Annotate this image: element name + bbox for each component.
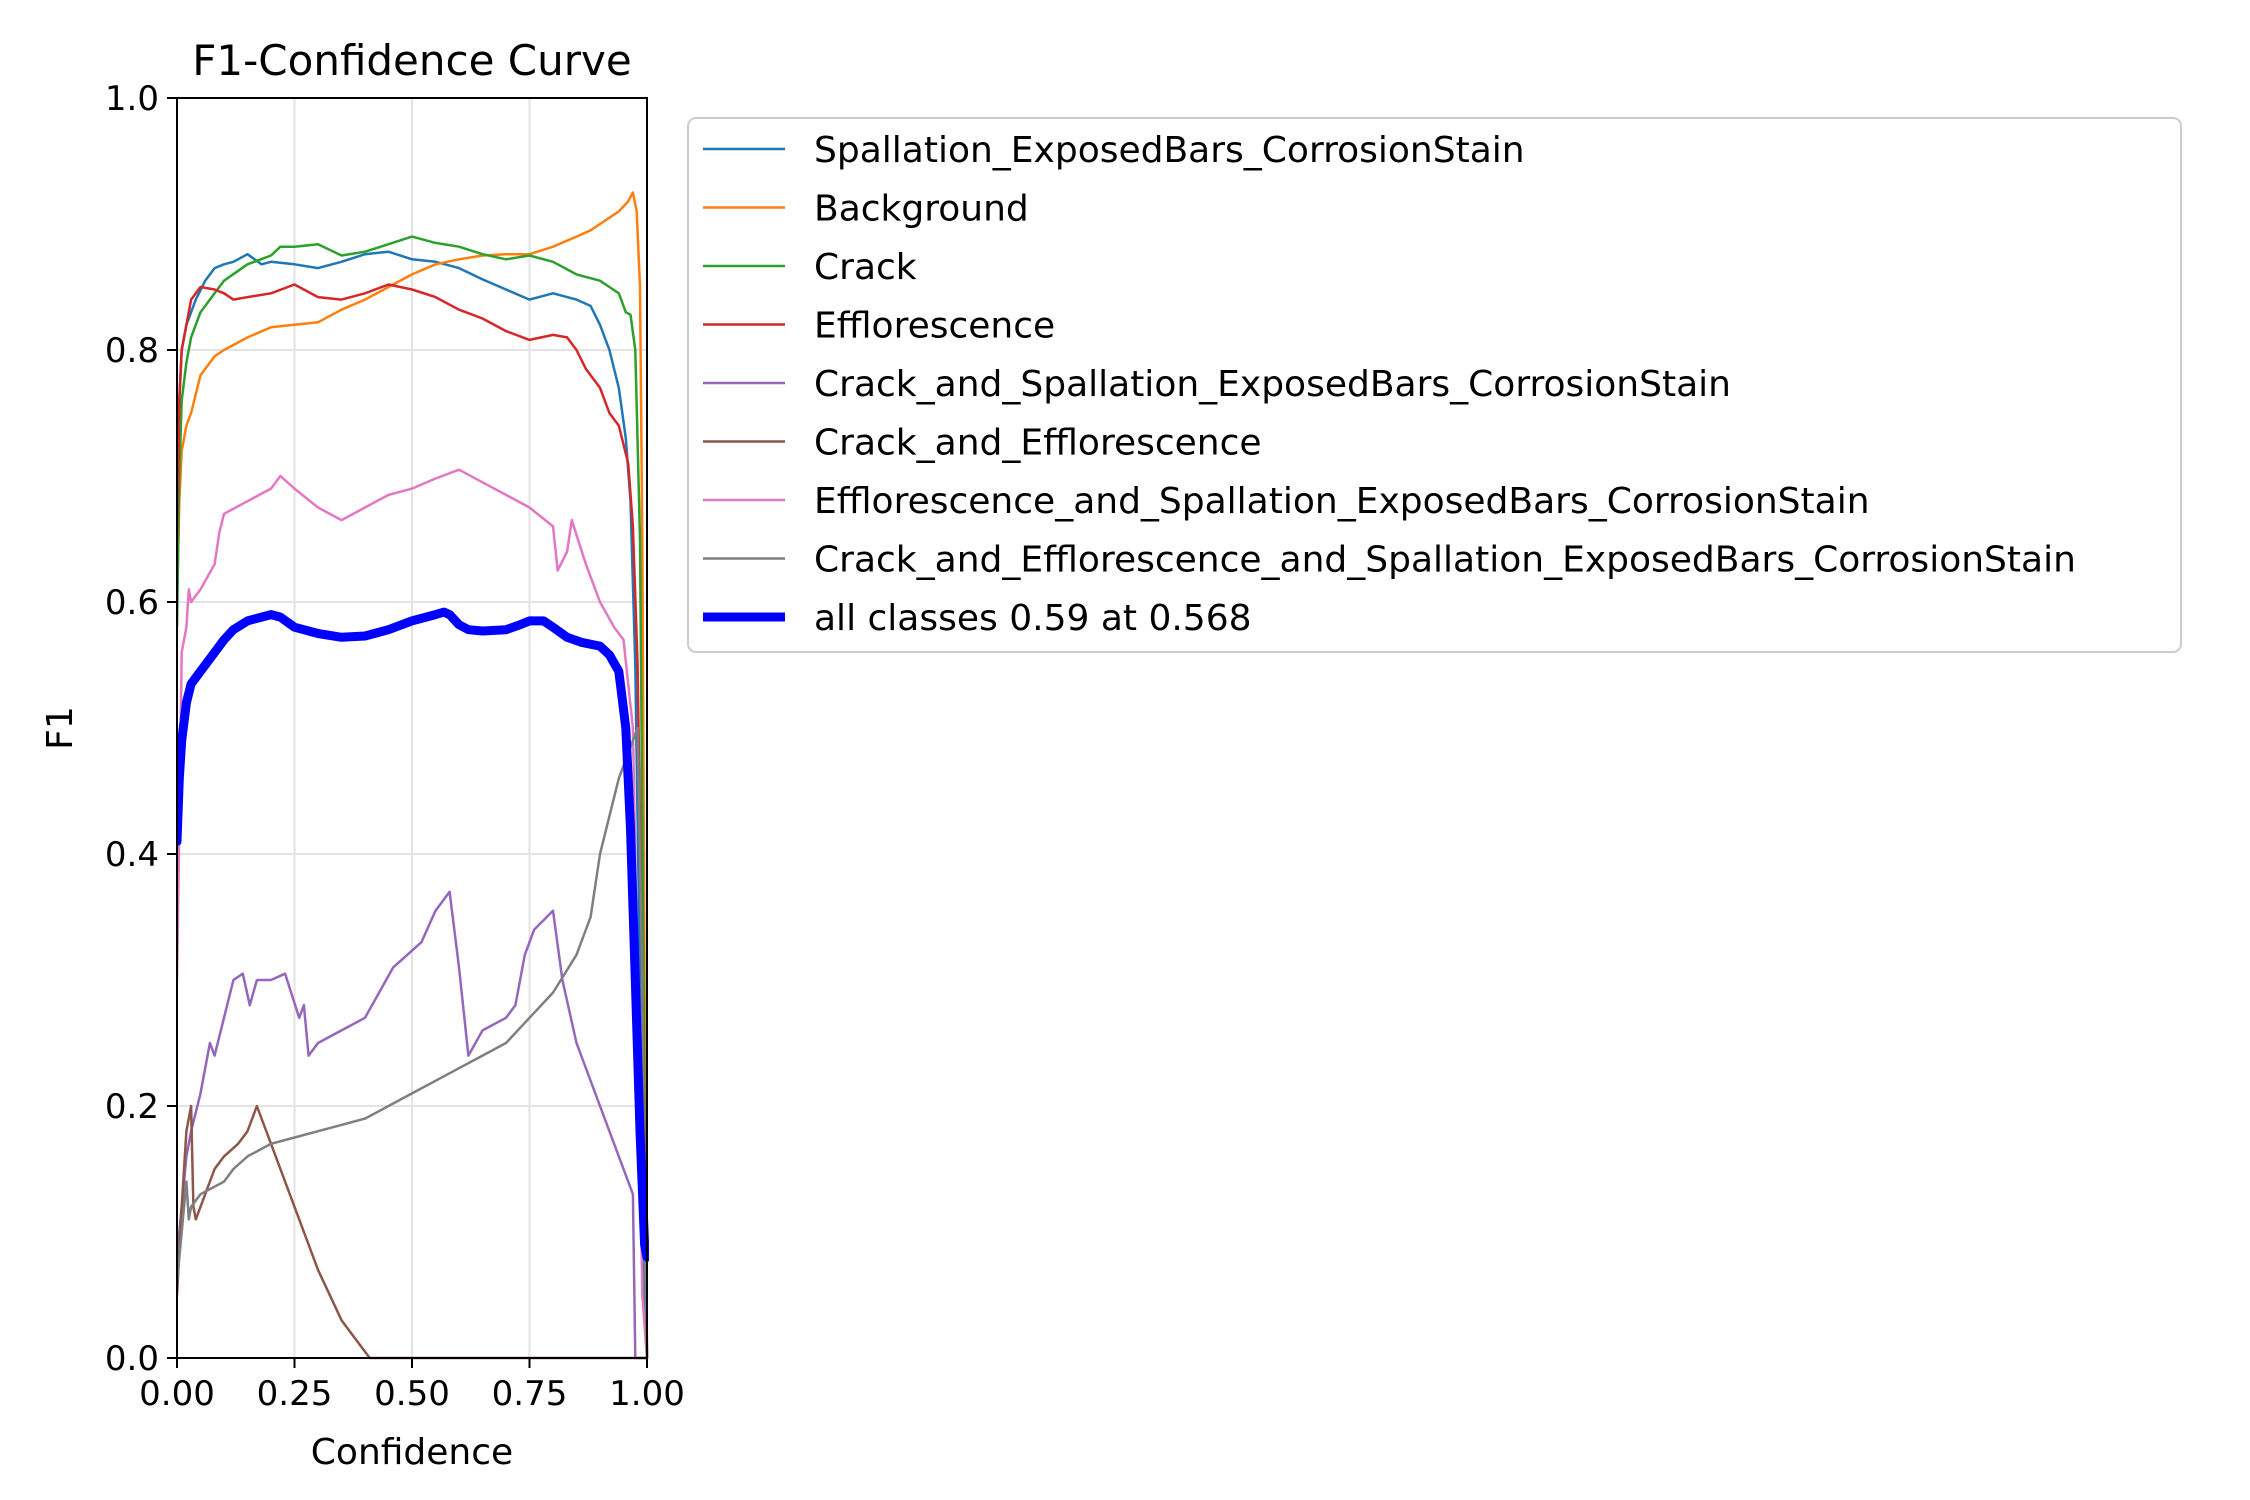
series-lines bbox=[177, 191, 649, 1360]
y-tick-label: 0.0 bbox=[105, 1339, 159, 1379]
series-line-1 bbox=[177, 250, 649, 1360]
legend-label: Spallation_ExposedBars_CorrosionStain bbox=[814, 130, 1525, 171]
legend-label: Efflorescence_and_Spallation_ExposedBars… bbox=[814, 481, 1870, 522]
series-line-7 bbox=[177, 468, 649, 1360]
y-tick-label: 0.4 bbox=[105, 835, 159, 875]
legend-box bbox=[687, 117, 2182, 653]
y-tick-label: 0.6 bbox=[105, 583, 159, 623]
x-axis-label: Confidence bbox=[311, 1432, 513, 1473]
x-tick-label: 0.25 bbox=[257, 1374, 333, 1414]
legend-label: Background bbox=[814, 189, 1029, 230]
legend-items: Spallation_ExposedBars_CorrosionStain Bac… bbox=[703, 130, 2076, 639]
y-tick-label: 0.2 bbox=[105, 1087, 159, 1127]
legend: Spallation_ExposedBars_CorrosionStain Bac… bbox=[687, 117, 2182, 653]
legend-label: Crack bbox=[814, 247, 917, 288]
grid-lines bbox=[177, 98, 647, 1358]
series-line-6 bbox=[177, 1104, 649, 1360]
x-tick-label: 0.75 bbox=[492, 1374, 568, 1414]
legend-label: all classes 0.59 at 0.568 bbox=[814, 598, 1252, 639]
series-line-9 bbox=[177, 607, 649, 1262]
series-line-3 bbox=[177, 235, 649, 1360]
legend-label: Crack_and_Efflorescence_and_Spallation_E… bbox=[814, 540, 2076, 581]
y-tick-label: 0.8 bbox=[105, 331, 159, 371]
x-tick-label: 0.50 bbox=[374, 1374, 450, 1414]
axis-ticks: 0.00 0.25 0.50 0.75 1.00 0.0 0.2 0.4 0.6 0.8 1.0 bbox=[105, 79, 685, 1414]
legend-label: Crack_and_Efflorescence bbox=[814, 423, 1262, 464]
y-tick-label: 1.0 bbox=[105, 79, 159, 119]
x-tick-label: 0.00 bbox=[139, 1374, 215, 1414]
legend-label: Crack_and_Spallation_ExposedBars_Corrosi… bbox=[814, 364, 1731, 405]
chart-title: F1-Confidence Curve bbox=[192, 36, 631, 85]
legend-label: Efflorescence bbox=[814, 306, 1055, 347]
series-line-8 bbox=[177, 726, 649, 1360]
series-line-2 bbox=[177, 191, 649, 1360]
series-line-4 bbox=[177, 283, 649, 1360]
y-axis-label: F1 bbox=[40, 706, 81, 750]
x-tick-label: 1.00 bbox=[609, 1374, 685, 1414]
series-line-5 bbox=[177, 890, 649, 1360]
